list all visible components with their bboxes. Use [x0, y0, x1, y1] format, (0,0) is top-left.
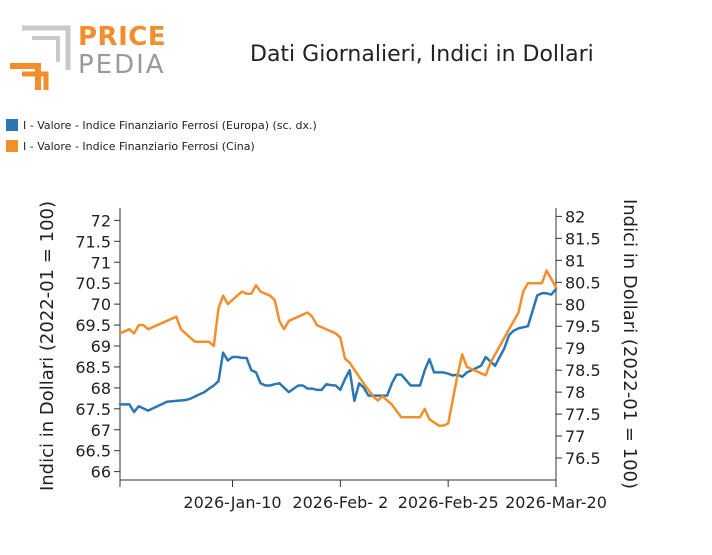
brand-price-text: PRICE	[78, 22, 167, 52]
brand-pedia-text: PEDIA	[78, 50, 166, 80]
logo-mark-icon	[10, 25, 71, 90]
legend-item-cina[interactable]: I - Valore - Indice Finanziario Ferrosi …	[6, 140, 255, 153]
y-right-tick-label: 81	[565, 251, 585, 270]
x-tick-label: 2026-Feb- 2	[292, 493, 388, 512]
x-tick-label: 2026-Mar-20	[505, 493, 607, 512]
x-tick-label: 2026-Feb-25	[398, 493, 499, 512]
pricepedia-logo: PRICE PEDIA	[8, 22, 168, 94]
y-left-tick-label: 68	[91, 379, 111, 398]
y-left-tick-label: 70.5	[75, 274, 111, 293]
y-left-tick-label: 72	[91, 211, 111, 230]
y-axis-right-label: Indici in Dollari (2022-01 = 100)	[619, 199, 640, 489]
y-right-tick-label: 76.5	[565, 449, 601, 468]
y-left-tick-label: 66.5	[75, 442, 111, 461]
y-left-tick-label: 70	[91, 295, 111, 314]
y-left-tick-label: 69	[91, 337, 111, 356]
y-left-tick-label: 69.5	[75, 316, 111, 335]
series-line-europa	[118, 287, 558, 414]
legend-swatch-orange	[6, 140, 18, 152]
y-right-tick-label: 79.5	[565, 317, 601, 336]
y-left-tick-label: 71.5	[75, 232, 111, 251]
y-left-tick-label: 67	[91, 421, 111, 440]
legend-swatch-blue	[6, 119, 18, 131]
y-right-tick-label: 79	[565, 339, 585, 358]
y-right-tick-label: 81.5	[565, 229, 601, 248]
y-right-tick-label: 80	[565, 295, 585, 314]
y-axis-left-label: Indici in Dollari (2022-01 = 100)	[37, 201, 58, 491]
legend-label-europa: I - Valore - Indice Finanziario Ferrosi …	[23, 119, 317, 132]
legend-item-europa[interactable]: I - Valore - Indice Finanziario Ferrosi …	[6, 119, 317, 132]
chart-series	[118, 269, 558, 427]
y-right-tick-label: 82	[565, 207, 585, 226]
series-line-cina	[118, 269, 558, 427]
chart-title: Dati Giornalieri, Indici in Dollari	[250, 42, 594, 67]
chart-axes: 66 66.5 67 67.5 68 68.5 69 69.5 70 70.5 71 71.5 72 76…	[75, 207, 607, 512]
y-right-tick-label: 78.5	[565, 361, 601, 380]
y-right-tick-label: 80.5	[565, 273, 601, 292]
y-right-tick-label: 77.5	[565, 405, 601, 424]
y-right-tick-label: 77	[565, 427, 585, 446]
y-left-tick-label: 68.5	[75, 358, 111, 377]
y-left-tick-label: 71	[91, 253, 111, 272]
legend-label-cina: I - Valore - Indice Finanziario Ferrosi …	[23, 140, 255, 153]
y-left-tick-label: 66	[91, 463, 111, 482]
y-right-tick-label: 78	[565, 383, 585, 402]
x-tick-label: 2026-Jan-10	[183, 493, 281, 512]
y-left-tick-label: 67.5	[75, 400, 111, 419]
